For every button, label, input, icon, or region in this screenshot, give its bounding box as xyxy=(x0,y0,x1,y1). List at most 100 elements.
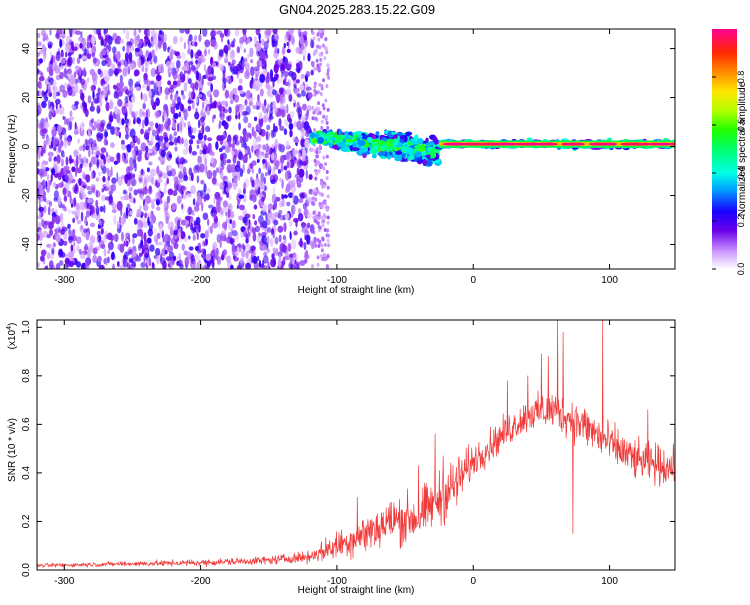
spectrogram-noise-blob xyxy=(315,147,319,152)
spectrogram-carrier-peak xyxy=(604,142,618,146)
spectrogram-noise-blob xyxy=(214,250,220,256)
spectrogram-noise-blob xyxy=(68,235,74,241)
spectrogram-noise-blob xyxy=(115,51,121,61)
spectrogram-noise-blob xyxy=(147,149,153,154)
spectrogram-noise-blob xyxy=(221,230,227,236)
spectrogram-noise-blob xyxy=(169,133,173,142)
spectrogram-noise-blob xyxy=(111,235,115,241)
spectrogram-noise-blob xyxy=(247,232,251,237)
spectrogram-noise-blob xyxy=(164,206,168,216)
spectrogram-noise-blob xyxy=(187,105,192,112)
spectrogram-noise-blob xyxy=(90,35,96,45)
spectrogram-noise-blob xyxy=(326,220,330,225)
spectrogram-noise-blob xyxy=(187,120,191,128)
spectrogram-noise-blob xyxy=(253,204,258,210)
spectrogram-noise-blob xyxy=(95,177,100,182)
spectrogram-noise-blob xyxy=(283,42,287,49)
spectrogram-noise-blob xyxy=(162,41,167,52)
spectrogram-noise-blob xyxy=(224,53,229,62)
spectrogram-noise-blob xyxy=(224,29,229,37)
spectrogram-noise-blob xyxy=(47,179,51,189)
spectrogram-noise-blob xyxy=(255,124,259,130)
spectrogram-noise-blob xyxy=(148,127,151,132)
spectrogram-noise-blob xyxy=(317,107,321,112)
spectrogram-noise-blob xyxy=(326,63,330,68)
spectrogram-noise-blob xyxy=(299,83,305,91)
spectrogram-noise-blob xyxy=(96,150,101,155)
spectrogram-noise-blob xyxy=(97,255,102,263)
spectrogram-noise-blob xyxy=(110,142,115,149)
spectrogram-noise-blob xyxy=(273,63,279,74)
spectrogram-noise-blob xyxy=(76,68,79,76)
spectrogram-noise-blob xyxy=(300,222,307,227)
spectrogram-noise-blob xyxy=(277,259,282,268)
spectrogram-signal-blob xyxy=(414,151,422,158)
spectrogram-noise-blob xyxy=(274,46,278,54)
spectrogram-signal-blob xyxy=(385,138,395,144)
spectrogram-noise-blob xyxy=(231,220,236,229)
spectrogram-noise-blob xyxy=(188,138,194,145)
spectrogram-noise-blob xyxy=(122,189,127,195)
spectrogram-noise-blob xyxy=(179,263,184,269)
spectrogram-noise-blob xyxy=(163,202,168,209)
spectrogram-noise-blob xyxy=(325,207,329,212)
spectrogram-noise-blob xyxy=(52,182,57,188)
spectrogram-signal-blob xyxy=(371,153,377,159)
spectrogram-noise-blob xyxy=(62,166,67,175)
spectrogram-noise-blob xyxy=(321,204,325,209)
spectrogram-noise-blob xyxy=(174,234,177,240)
spectrogram-noise-blob xyxy=(59,103,62,109)
spectrogram-noise-blob xyxy=(298,31,304,37)
spectrogram-noise-blob xyxy=(256,255,260,262)
spectrogram-noise-blob xyxy=(187,99,194,104)
spectrogram-noise-blob xyxy=(51,214,55,225)
spectrogram-noise-blob xyxy=(188,61,194,66)
spectrogram-noise-blob xyxy=(136,208,142,218)
spectrogram-noise-blob xyxy=(236,264,242,269)
spectrogram-noise-blob xyxy=(245,69,250,77)
spectrogram-noise-blob xyxy=(190,185,196,195)
spectrogram-noise-blob xyxy=(136,137,141,145)
spectrogram-noise-blob xyxy=(83,48,90,56)
spectrogram-noise-blob xyxy=(192,198,196,206)
spectrogram-noise-blob xyxy=(73,149,79,158)
spectrogram-noise-blob xyxy=(298,168,305,178)
spectrogram-noise-blob xyxy=(203,64,207,72)
x-tick-label: -300 xyxy=(54,576,74,587)
spectrogram-noise-blob xyxy=(238,112,241,120)
spectrogram-noise-blob xyxy=(231,49,234,57)
spectrogram-noise-blob xyxy=(258,117,264,126)
spectrogram-noise-blob xyxy=(188,144,192,154)
spectrogram-noise-blob xyxy=(171,99,175,106)
spectrogram-noise-blob xyxy=(181,203,184,210)
spectrogram-noise-blob xyxy=(80,158,84,167)
spectrogram-noise-blob xyxy=(148,161,153,166)
spectrogram-noise-blob xyxy=(269,108,274,117)
spectrogram-signal-blob xyxy=(333,144,339,150)
spectrogram-noise-blob xyxy=(145,195,151,205)
spectrogram-noise-blob xyxy=(324,161,328,166)
spectrogram-carrier-halo xyxy=(526,137,533,142)
spectrogram-noise-blob xyxy=(258,186,261,195)
spectrogram-noise-blob xyxy=(183,111,189,118)
spectrogram-noise-blob xyxy=(276,35,279,40)
spectrogram-signal-blob xyxy=(414,134,419,142)
spectrogram-noise-blob xyxy=(205,69,209,79)
spectrogram-noise-blob xyxy=(282,256,286,266)
spectrogram-noise-blob xyxy=(48,92,53,98)
spectrogram-noise-blob xyxy=(199,149,203,156)
spectrogram-noise-blob xyxy=(78,177,82,187)
spectrogram-signal-blob xyxy=(391,131,397,135)
spectrogram-noise-blob xyxy=(304,138,310,149)
spectrogram-noise-blob xyxy=(116,220,120,230)
spectrogram-noise-blob xyxy=(128,192,132,200)
spectrogram-noise-blob xyxy=(327,243,331,248)
spectrogram-noise-blob xyxy=(175,103,180,111)
spectrogram-noise-blob xyxy=(273,219,279,226)
y-tick-label: -40 xyxy=(21,237,32,252)
spectrogram-noise-blob xyxy=(325,114,329,119)
y-tick-label: -20 xyxy=(21,188,32,203)
spectrogram-noise-blob xyxy=(262,115,268,123)
spectrogram-noise-blob xyxy=(55,98,61,105)
spectrogram-noise-blob xyxy=(132,173,136,179)
